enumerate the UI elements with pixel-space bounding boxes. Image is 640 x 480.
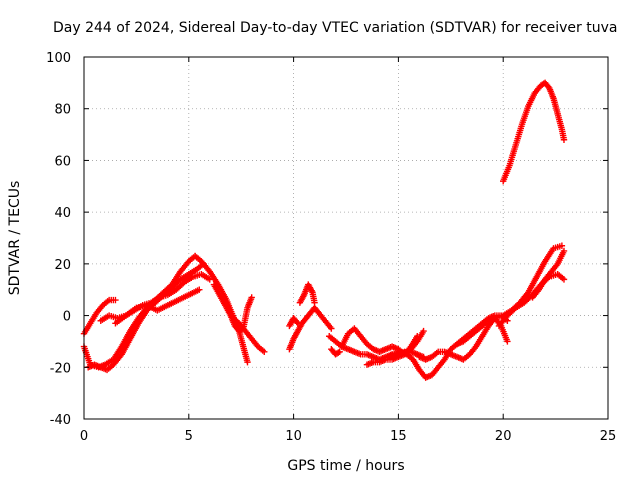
- series-arc-3: [191, 252, 251, 366]
- x-tick-label: 10: [285, 429, 302, 444]
- data-point: [558, 242, 566, 249]
- x-axis-label: GPS time / hours: [287, 458, 404, 474]
- series-arc-11: [296, 281, 318, 306]
- y-tick-label: 60: [54, 154, 71, 169]
- data-point: [328, 325, 335, 332]
- data-point: [293, 318, 300, 326]
- series-arc-21: [500, 79, 568, 185]
- data-marks: [80, 79, 568, 381]
- data-point: [294, 320, 301, 327]
- data-point: [196, 286, 203, 293]
- data-point: [248, 294, 255, 301]
- y-axis-ticks: -40 -20 0 20 40 60 80 100: [46, 51, 608, 428]
- y-tick-label: 40: [54, 206, 71, 221]
- data-point: [504, 338, 511, 345]
- series-arc-6: [112, 286, 203, 327]
- data-point: [560, 247, 568, 255]
- y-tick-label: -20: [50, 361, 71, 376]
- x-tick-label: 15: [390, 429, 407, 444]
- x-axis-ticks: 0 5 10 15 20 25: [80, 57, 616, 444]
- x-tick-label: 0: [80, 429, 88, 444]
- x-tick-label: 5: [185, 429, 193, 444]
- y-tick-label: 80: [54, 103, 71, 118]
- data-point: [311, 299, 318, 306]
- y-tick-label: 100: [46, 51, 71, 66]
- y-axis-label: SDTVAR / TECUs: [7, 181, 23, 296]
- series-arc-20: [529, 247, 568, 301]
- y-tick-label: -40: [50, 413, 71, 428]
- plot-frame: [83, 56, 609, 420]
- data-point: [336, 348, 343, 355]
- series-arc-13: [328, 345, 343, 358]
- x-tick-label: 20: [495, 429, 512, 444]
- data-point: [200, 260, 207, 268]
- series-arc-19: [495, 271, 568, 330]
- data-point: [112, 296, 119, 304]
- data-point: [560, 136, 568, 143]
- data-point: [244, 358, 251, 366]
- data-point: [560, 276, 568, 283]
- series-arc-10: [286, 314, 301, 330]
- grid-lines: [84, 57, 608, 419]
- series-arc-9: [286, 304, 335, 353]
- data-point: [335, 349, 342, 356]
- y-tick-label: 20: [54, 258, 71, 273]
- series-arc-7: [210, 281, 268, 355]
- chart-title: Day 244 of 2024, Sidereal Day-to-day VTE…: [53, 20, 617, 36]
- data-point: [206, 276, 213, 283]
- x-tick-label: 25: [600, 429, 617, 444]
- data-point: [261, 348, 268, 355]
- series-arc-8: [223, 294, 255, 335]
- y-tick-label: 0: [63, 310, 71, 325]
- data-point: [420, 327, 427, 335]
